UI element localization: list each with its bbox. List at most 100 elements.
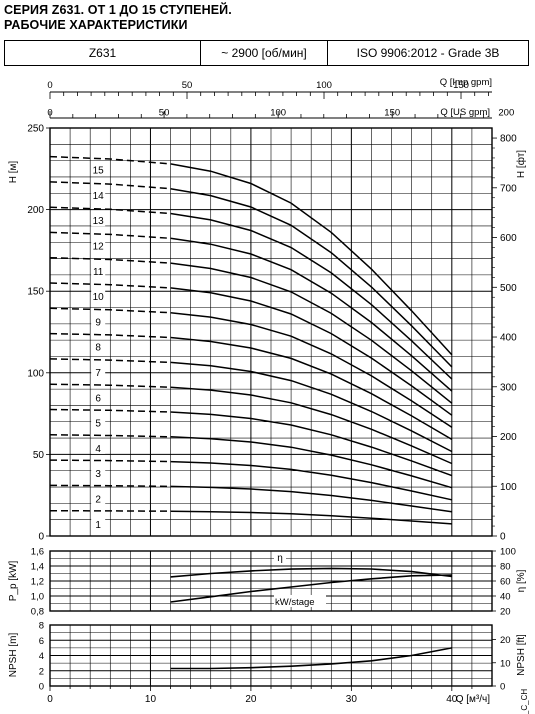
head-y-tick-label: 50: [33, 450, 45, 461]
stage-3-curve: [170, 460, 452, 501]
x-tick-label: 30: [346, 694, 358, 705]
stage-8-label: 8: [95, 343, 101, 354]
us-gpm-axis-label: Q [US gpm]: [440, 107, 490, 118]
stage-12-label-bg: [91, 239, 106, 252]
efficiency-curve: [170, 567, 452, 578]
stage-11-dashed-curve: [49, 256, 171, 264]
head-y-tick-label: 0: [38, 532, 44, 543]
stage-3-dashed-curve: [49, 459, 171, 463]
head-y-tick-label: 100: [27, 368, 44, 379]
stage-2-label: 2: [95, 494, 101, 505]
stage-9-dashed-curve: [49, 307, 171, 314]
stage-12-dashed-curve: [49, 231, 171, 240]
stage-5-dashed-curve: [49, 408, 171, 413]
head-ft-tick-label: 0: [500, 532, 506, 543]
npsh-y-tick-label: 8: [39, 621, 44, 632]
npsh-ft-tick-label: 10: [500, 658, 511, 669]
stage-5-label-bg: [91, 416, 106, 429]
eta-label-bg: [274, 552, 287, 564]
stage-5-label: 5: [95, 419, 101, 430]
power-y-tick-label: 1,4: [31, 562, 44, 573]
head-y-tick-label: 250: [27, 124, 44, 135]
x-tick-label: 20: [245, 694, 257, 705]
stage-4-label: 4: [95, 444, 101, 455]
power-y-tick-label: 1,6: [31, 547, 44, 558]
stage-13-dashed-curve: [49, 206, 171, 215]
stage-6-curve: [170, 386, 453, 465]
npsh-ft-tick-label: 20: [500, 635, 511, 646]
npsh-y-tick-label: 0: [39, 682, 44, 693]
head-ft-tick-label: 500: [500, 283, 517, 294]
power-y-tick-label: 1,2: [31, 577, 44, 588]
stage-10-dashed-curve: [49, 282, 171, 289]
eff-y-axis-label: η [%]: [516, 569, 527, 592]
stage-14-label: 14: [93, 191, 105, 202]
power-y-tick-label: 1,0: [31, 592, 44, 603]
stage-2-curve: [170, 485, 452, 513]
stage-1-curve: [170, 510, 452, 525]
stage-10-label: 10: [93, 292, 105, 303]
stage-13-curve: [170, 212, 453, 380]
stage-4-curve: [170, 436, 453, 489]
model-cell: Z631: [5, 41, 201, 65]
head-ft-axis-label: H [фт]: [515, 150, 527, 178]
head-y-tick-label: 150: [27, 287, 44, 298]
us-gpm-tick-label: 150: [384, 108, 400, 119]
stage-15-curve: [170, 163, 453, 356]
stage-7-label: 7: [95, 368, 101, 379]
imp-gpm-tick-label: 150: [453, 80, 469, 91]
stage-1-label-bg: [91, 517, 106, 530]
imp-gpm-tick-label: 50: [182, 80, 193, 91]
spec-header: Z631 ~ 2900 [об/мин] ISO 9906:2012 - Gra…: [4, 40, 529, 66]
stage-6-label-bg: [91, 391, 106, 404]
stage-9-label: 9: [95, 317, 101, 328]
npsh-y-tick-label: 2: [39, 666, 44, 677]
side-code-label: _C_CH: [520, 689, 529, 714]
head-ft-tick-label: 300: [500, 382, 517, 393]
stage-10-label-bg: [91, 290, 106, 303]
kw-per-stage-curve-label: kW/stage: [275, 597, 315, 608]
stage-9-label-bg: [91, 315, 106, 328]
speed-cell: ~ 2900 [об/мин]: [201, 41, 328, 65]
stage-8-dashed-curve: [49, 332, 171, 339]
npsh-curve: [170, 647, 452, 670]
stage-4-label-bg: [91, 441, 106, 454]
us-gpm-tick-label: 200: [498, 108, 514, 119]
stage-12-curve: [170, 237, 453, 392]
head-ft-tick-label: 200: [500, 432, 517, 443]
head-y-tick-label: 200: [27, 205, 44, 216]
efficiency-curve-label: η: [277, 553, 283, 564]
stage-3-label-bg: [91, 467, 106, 480]
kw-per-stage-curve: [170, 574, 452, 603]
us-gpm-tick-label: 0: [47, 108, 52, 119]
head-y-axis-label: H [м]: [8, 161, 19, 184]
imp-gpm-tick-label: 100: [316, 80, 332, 91]
stage-6-label: 6: [95, 393, 101, 404]
stage-1-label: 1: [95, 520, 101, 531]
kw-label-bg: [274, 595, 327, 607]
us-gpm-tick-label: 50: [159, 108, 170, 119]
stage-13-label-bg: [91, 214, 106, 227]
stage-8-label-bg: [91, 340, 106, 353]
imp-gpm-axis-label: Q [Imp gpm]: [440, 77, 492, 88]
npsh-y-tick-label: 4: [39, 651, 44, 662]
stage-15-label-bg: [91, 163, 106, 176]
stage-1-dashed-curve: [49, 509, 171, 512]
npsh-ft-axis-label: NPSH [ft]: [516, 634, 527, 676]
stage-11-curve: [170, 262, 453, 404]
head-ft-tick-label: 600: [500, 233, 517, 244]
stage-11-label: 11: [93, 267, 104, 278]
npsh-ft-tick-label: 0: [500, 682, 505, 693]
stage-7-dashed-curve: [49, 358, 171, 364]
stage-15-dashed-curve: [49, 155, 171, 165]
imp-gpm-tick-label: 0: [47, 80, 52, 91]
chart-title-line2: РАБОЧИЕ ХАРАКТЕРИСТИКИ: [4, 18, 188, 32]
stage-8-curve: [170, 336, 453, 441]
power-y-axis-label: P_p [kW]: [8, 561, 19, 602]
npsh-y-tick-label: 6: [39, 636, 44, 647]
head-ft-tick-label: 700: [500, 183, 517, 194]
stage-7-curve: [170, 361, 453, 453]
x-axis-label: Q [м³/ч]: [456, 694, 491, 705]
stage-7-label-bg: [91, 365, 106, 378]
